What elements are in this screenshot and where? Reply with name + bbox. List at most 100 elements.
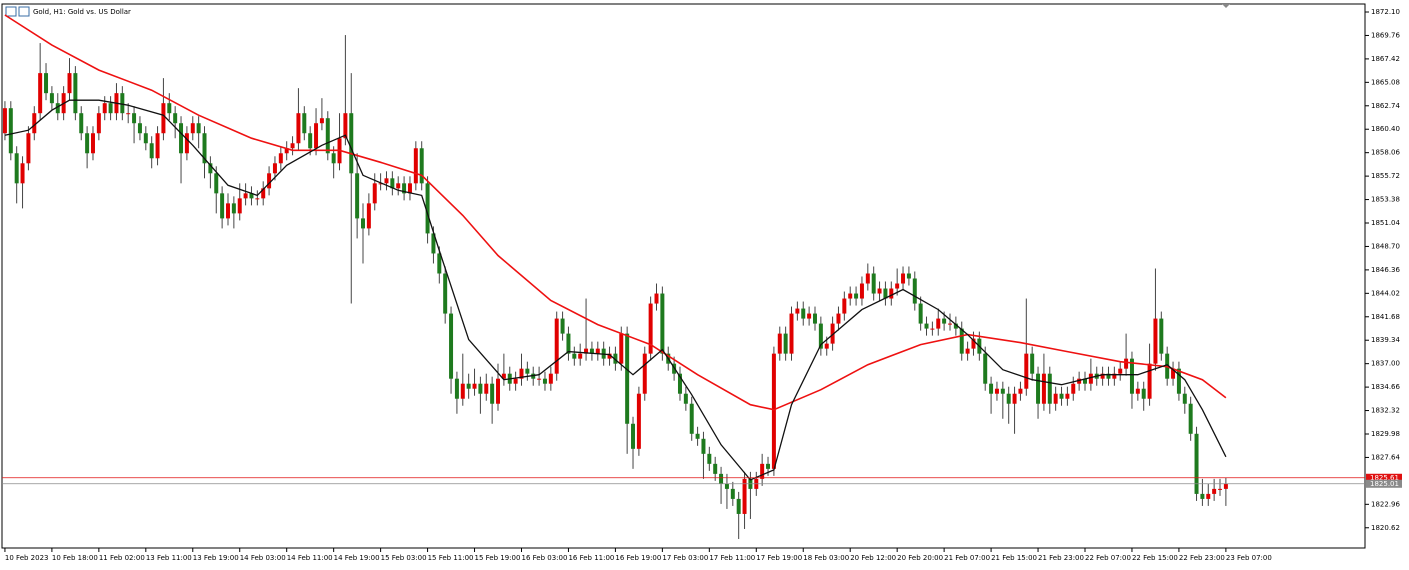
bull-body — [760, 463, 765, 479]
y-tick-label: 1839.34 — [1371, 336, 1400, 344]
chart-title: Gold, H1: Gold vs. US Dollar — [33, 8, 131, 16]
bull-body — [877, 288, 882, 294]
bear-body — [677, 373, 682, 394]
bull-body — [830, 323, 835, 344]
bull-body — [407, 183, 412, 194]
price-label: 1825.01 — [1370, 480, 1399, 488]
bear-body — [818, 323, 823, 349]
bull-body — [789, 313, 794, 354]
bear-body — [308, 133, 313, 149]
bear-body — [44, 73, 49, 94]
bear-body — [419, 148, 424, 184]
bull-body — [1212, 488, 1217, 494]
bull-body — [190, 123, 195, 134]
bull-body — [1071, 383, 1076, 394]
bull-body — [496, 378, 501, 404]
price-label-box — [1366, 479, 1402, 488]
bull-body — [1053, 393, 1058, 404]
bull-body — [936, 318, 941, 329]
bull-body — [314, 123, 319, 149]
bear-body — [132, 113, 137, 124]
bull-body — [1077, 378, 1082, 384]
y-tick-label: 1841.68 — [1371, 313, 1400, 321]
bull-body — [102, 103, 107, 114]
bull-body — [378, 183, 383, 185]
bull-body — [284, 148, 289, 154]
bull-body — [836, 313, 841, 324]
x-tick-label: 13 Feb 19:00 — [193, 554, 239, 562]
symbol-icon — [5, 6, 30, 17]
bull-body — [290, 143, 295, 149]
y-tick-label: 1827.64 — [1371, 453, 1400, 461]
bear-body — [55, 103, 60, 114]
y-tick-label: 1853.38 — [1371, 196, 1400, 204]
y-tick-label: 1820.62 — [1371, 524, 1400, 532]
x-tick-label: 14 Feb 03:00 — [240, 554, 286, 562]
bear-body — [454, 378, 459, 399]
y-tick-label: 1855.72 — [1371, 172, 1400, 180]
bear-body — [566, 333, 571, 354]
bull-body — [771, 353, 776, 469]
price-label-box — [1366, 473, 1402, 482]
x-tick-label: 10 Feb 18:00 — [52, 554, 98, 562]
bear-body — [631, 423, 636, 449]
bear-body — [167, 103, 172, 114]
bull-body — [824, 343, 829, 349]
bear-body — [1141, 388, 1146, 399]
bear-body — [355, 173, 360, 219]
bear-body — [1176, 368, 1181, 394]
bull-body — [2, 108, 7, 134]
bear-body — [1182, 393, 1187, 404]
y-tick-label: 1844.02 — [1371, 289, 1400, 297]
x-tick-label: 13 Feb 11:00 — [146, 554, 192, 562]
bull-body — [1065, 393, 1070, 399]
bear-body — [1188, 403, 1193, 434]
bull-body — [777, 333, 782, 354]
bull-body — [1153, 318, 1158, 364]
bull-body — [460, 383, 465, 399]
bull-body — [548, 373, 553, 384]
bull-body — [255, 198, 260, 200]
x-tick-label: 20 Feb 20:00 — [897, 554, 943, 562]
bear-body — [924, 323, 929, 329]
bear-body — [79, 113, 84, 134]
y-tick-label: 1858.06 — [1371, 149, 1400, 157]
bull-body — [1024, 353, 1029, 389]
bull-body — [519, 368, 524, 379]
bear-body — [812, 313, 817, 324]
bear-body — [402, 183, 407, 194]
bull-body — [237, 198, 242, 214]
bear-body — [906, 273, 911, 279]
bear-body — [695, 433, 700, 439]
bull-body — [243, 193, 248, 199]
bear-body — [854, 293, 859, 299]
bear-body — [883, 288, 888, 299]
bull-body — [396, 183, 401, 189]
bear-body — [120, 93, 125, 114]
bear-body — [707, 453, 712, 464]
x-tick-label: 17 Feb 03:00 — [662, 554, 708, 562]
bear-body — [542, 378, 547, 384]
plot-frame — [1, 3, 1366, 549]
bear-body — [959, 328, 964, 354]
bull-body — [161, 103, 166, 134]
bull-body — [648, 303, 653, 354]
bear-body — [1030, 353, 1035, 374]
bear-body — [766, 463, 771, 469]
bear-body — [14, 153, 19, 184]
bull-body — [1171, 368, 1176, 379]
bear-body — [443, 273, 448, 314]
x-tick-label: 15 Feb 19:00 — [475, 554, 521, 562]
bull-body — [272, 163, 277, 174]
bear-body — [589, 348, 594, 354]
y-tick-label: 1851.04 — [1371, 219, 1400, 227]
bull-body — [578, 353, 583, 359]
bear-body — [179, 123, 184, 154]
bear-body — [918, 303, 923, 324]
bull-body — [807, 313, 812, 319]
icon-box — [5, 6, 17, 17]
x-tick-label: 22 Feb 23:00 — [1179, 554, 1225, 562]
bear-body — [349, 113, 354, 174]
y-tick-label: 1846.36 — [1371, 266, 1400, 274]
